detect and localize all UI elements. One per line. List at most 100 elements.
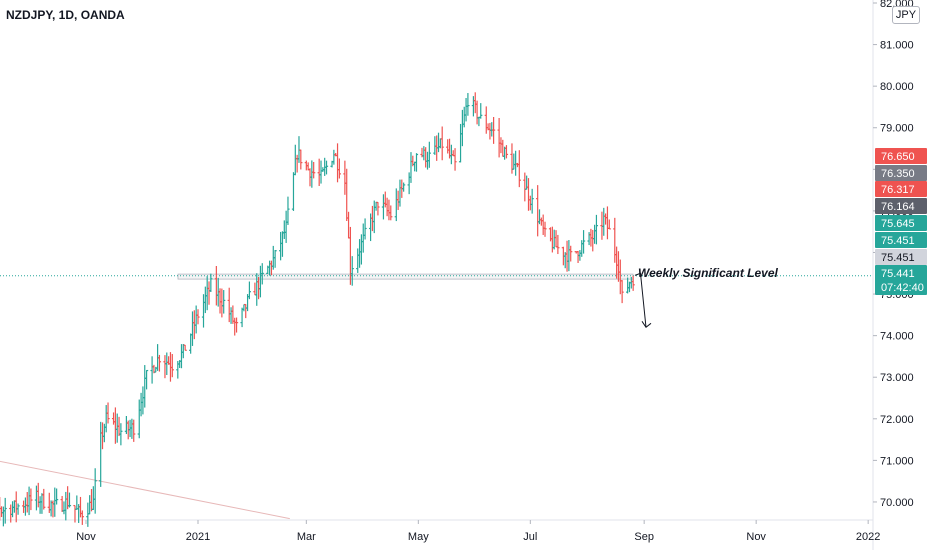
ohlc-bar bbox=[51, 500, 55, 518]
ohlc-bar bbox=[117, 416, 121, 437]
ohlc-bar bbox=[242, 303, 246, 312]
ohlc-bar bbox=[10, 501, 15, 518]
ohlc-bar bbox=[247, 281, 252, 300]
ohlc-bar bbox=[550, 226, 554, 253]
ohlc-bar bbox=[196, 309, 200, 325]
ohlc-bar bbox=[458, 123, 463, 163]
ohlc-bar bbox=[88, 495, 92, 515]
ohlc-bar bbox=[591, 229, 595, 252]
ohlc-bar bbox=[3, 497, 7, 524]
ohlc-bar bbox=[361, 223, 365, 253]
ohlc-bar bbox=[370, 205, 375, 232]
ohlc-bar bbox=[130, 418, 134, 439]
ohlc-bar bbox=[424, 147, 428, 168]
ohlc-bar bbox=[1, 506, 5, 527]
y-tick-label: 73.000 bbox=[880, 372, 914, 384]
ohlc-bar bbox=[143, 365, 147, 408]
ohlc-bar bbox=[99, 421, 103, 487]
ohlc-bar bbox=[53, 487, 57, 517]
ohlc-bar bbox=[477, 116, 481, 127]
ohlc-bar bbox=[631, 275, 635, 291]
x-tick-label: Jul bbox=[523, 531, 537, 543]
ohlc-bar bbox=[310, 160, 314, 188]
ohlc-bar bbox=[335, 143, 340, 183]
ohlc-bar bbox=[14, 491, 18, 523]
ohlc-bar bbox=[36, 482, 40, 508]
ohlc-bar bbox=[139, 392, 143, 417]
price-label-text: 75.441 bbox=[881, 268, 915, 280]
ohlc-bar bbox=[517, 150, 521, 188]
price-label-text: 76.164 bbox=[881, 201, 915, 213]
ohlc-bar bbox=[501, 139, 505, 157]
price-label-box bbox=[875, 181, 927, 197]
ohlc-bar bbox=[427, 141, 431, 168]
ohlc-bar bbox=[119, 423, 123, 446]
y-tick-label: 72.000 bbox=[880, 414, 914, 426]
projection-arrow[interactable] bbox=[634, 272, 647, 328]
ohlc-bar bbox=[394, 188, 398, 222]
ohlc-bar bbox=[260, 263, 264, 285]
ohlc-bar bbox=[165, 352, 169, 375]
ohlc-bar bbox=[460, 109, 464, 147]
ohlc-bar bbox=[554, 230, 558, 248]
currency-button[interactable]: JPY bbox=[892, 6, 920, 24]
y-tick-label: 81.000 bbox=[880, 40, 914, 52]
x-tick-label: Nov bbox=[76, 531, 96, 543]
ohlc-bar bbox=[488, 122, 492, 140]
ohlc-bar bbox=[594, 214, 599, 245]
ohlc-bar bbox=[256, 276, 261, 300]
trendline[interactable] bbox=[0, 456, 290, 520]
ohlc-bar bbox=[556, 234, 560, 255]
ohlc-bar bbox=[464, 97, 468, 122]
ohlc-bar bbox=[620, 280, 624, 304]
ohlc-bar bbox=[565, 240, 569, 272]
ohlc-bar bbox=[440, 126, 444, 161]
ohlc-bar bbox=[244, 303, 248, 319]
price-label-box bbox=[875, 198, 927, 214]
ohlc-bar bbox=[291, 172, 296, 211]
symbol-title[interactable]: NZDJPY, 1D, OANDA bbox=[6, 8, 125, 22]
ohlc-bar bbox=[337, 158, 341, 179]
ohlc-bar bbox=[113, 407, 117, 444]
ohlc-bar bbox=[312, 161, 316, 179]
ohlc-bar bbox=[227, 287, 231, 323]
ohlc-bar bbox=[539, 217, 543, 226]
price-label-box bbox=[875, 232, 927, 248]
ohlc-bar bbox=[343, 160, 347, 195]
ohlc-bar bbox=[374, 201, 378, 211]
ohlc-bar bbox=[93, 468, 97, 514]
ohlc-bar bbox=[124, 415, 128, 435]
price-label-text: 76.650 bbox=[881, 151, 915, 163]
ohlc-bar bbox=[569, 245, 573, 262]
ohlc-bar bbox=[34, 485, 39, 511]
countdown-label: 07:42:40 bbox=[881, 282, 924, 294]
ohlc-bar bbox=[111, 412, 116, 425]
ohlc-bar bbox=[499, 137, 503, 154]
ohlc-bar bbox=[62, 501, 66, 515]
ohlc-bar bbox=[181, 343, 185, 359]
ohlc-bar bbox=[279, 231, 283, 261]
x-tick-label: 2021 bbox=[186, 531, 210, 543]
ohlc-bar bbox=[407, 172, 411, 195]
ohlc-bar bbox=[189, 333, 193, 354]
ohlc-bar bbox=[12, 500, 16, 513]
ohlc-bar bbox=[350, 256, 354, 286]
ohlc-bar bbox=[409, 152, 413, 183]
ohlc-bar bbox=[580, 240, 584, 257]
ohlc-bar bbox=[536, 185, 540, 237]
y-tick-label: 74.000 bbox=[880, 331, 914, 343]
price-label-box bbox=[875, 148, 927, 164]
ohlc-bar bbox=[295, 154, 299, 173]
ohlc-bar bbox=[466, 93, 470, 116]
ohlc-bar bbox=[600, 211, 604, 240]
ohlc-bar bbox=[319, 160, 323, 184]
significant-level-zone[interactable] bbox=[177, 273, 634, 280]
ohlc-bar bbox=[60, 495, 64, 512]
ohlc-bar bbox=[433, 136, 437, 155]
ohlc-bar bbox=[473, 92, 477, 114]
ohlc-bar bbox=[75, 495, 79, 510]
ohlc-bar bbox=[604, 213, 608, 225]
ohlc-bar bbox=[209, 273, 213, 292]
ohlc-bar bbox=[607, 219, 611, 230]
